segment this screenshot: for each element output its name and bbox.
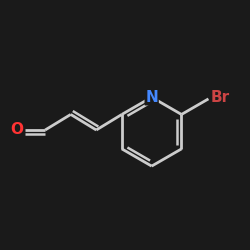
Text: Br: Br [210, 90, 230, 105]
Text: O: O [10, 122, 23, 138]
Text: N: N [145, 90, 158, 105]
